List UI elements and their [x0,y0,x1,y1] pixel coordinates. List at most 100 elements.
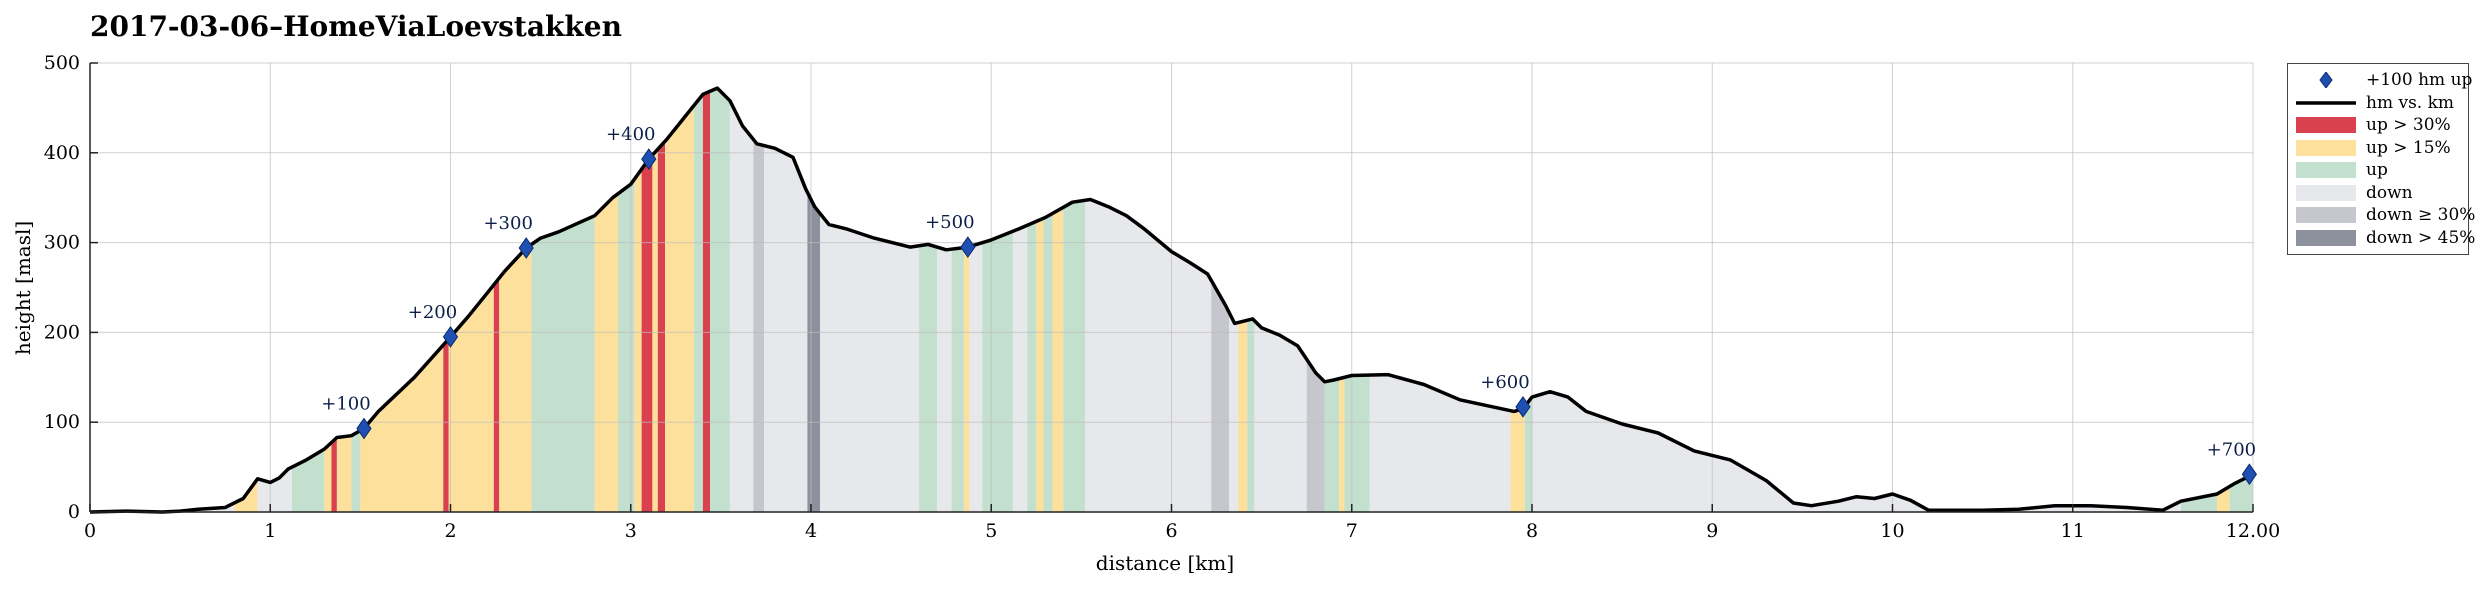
slope-band [641,155,653,512]
slope-band [1063,200,1085,513]
slope-band [919,244,938,512]
legend-label: down > 45% [2366,227,2476,248]
hm-marker [518,237,534,259]
x-tick-label: 2 [444,520,456,542]
legend-entry: up > 15% [2288,137,2468,159]
elevation-line [89,86,2254,514]
slope-band [1043,213,1053,512]
legend-label: up > 15% [2366,137,2451,158]
legend-label: hm vs. km [2366,92,2455,113]
slope-band [753,139,765,513]
hm-marker [2241,463,2258,486]
slope-band [351,430,361,512]
legend-symbol [2296,71,2356,89]
slope-band [1324,378,1340,512]
slope-band [693,94,703,513]
legend-label: down ≥ 30% [2366,205,2476,225]
x-tick-label: 0 [84,520,96,542]
legend-symbol [2296,162,2356,178]
x-tick-label: 6 [1165,520,1177,542]
y-axis-label: height [masl] [11,221,35,355]
slope-band [618,179,635,512]
slope-band [652,149,658,512]
legend-label: up [2366,160,2388,180]
slope-band [499,244,532,513]
slope-band [1510,406,1525,512]
slope-band [1238,320,1248,512]
slope-band [1532,391,2181,512]
hm-marker [442,326,459,348]
slope-band [1012,225,1028,512]
slope-band [331,437,337,512]
chart-title: 2017-03-06–HomeViaLoevstakken [90,10,622,43]
slope-band [594,193,619,512]
slope-band [1085,199,1212,512]
legend-entry: down ≥ 30% [2288,204,2475,226]
hm-marker-label: +500 [925,212,974,233]
legend-entry: up [2288,159,2468,181]
slope-band [257,467,292,512]
slope-band [820,213,920,512]
legend-label: down [2366,182,2413,203]
hm-marker-label: +300 [483,213,532,234]
x-tick-label: 11 [2061,520,2085,542]
x-axis-label: distance [km] [1096,551,1234,575]
slope-band [937,247,952,512]
slope-band [1369,374,1511,512]
slope-band [1247,318,1255,512]
slope-band [324,442,332,512]
y-tick-label: 100 [44,411,80,433]
legend-entry: hm vs. km [2288,92,2468,114]
x-tick-label: 3 [625,520,637,542]
slope-band [1052,207,1064,513]
x-tick-label: 5 [985,520,997,542]
slope-band [969,242,983,512]
slope-band [336,435,352,512]
y-tick-label: 0 [68,501,80,523]
slope-band [729,100,754,512]
x-tick-label: 8 [1526,520,1538,542]
slope-band [665,105,694,512]
slope-band [1339,377,1345,512]
legend-label: up > 30% [2366,115,2451,135]
hm-marker [1515,396,1531,418]
slope-band [710,88,730,512]
legend-symbol [2296,184,2356,201]
hm-marker [356,417,372,440]
x-tick-label: 4 [805,520,817,542]
legend-label: +100 hm up [2366,70,2473,90]
slope-band [1229,312,1239,512]
x-tick-label: 9 [1706,520,1718,542]
y-tick-label: 200 [44,321,80,343]
slope-band [1027,221,1037,513]
slope-band [764,145,808,512]
hm-marker [960,236,976,258]
legend-entry: down > 45% [2288,227,2475,249]
slope-band [1254,320,1307,512]
elevation-series [89,86,2254,514]
hm-marker-label: +200 [408,302,457,323]
x-tick-label: 12.00 [2226,520,2280,542]
legend-symbol [2296,139,2356,156]
slope-band [443,338,449,512]
legend-entry: up > 30% [2288,114,2468,136]
legend: +100 hm up hm vs. km up > 30% up > 15% up dow… [2287,63,2475,255]
slope-band [448,284,494,512]
legend-symbol [2296,95,2356,111]
slope-band [807,192,820,513]
slope-band [493,278,500,512]
slope-band [2180,494,2217,512]
axes: 0 1 2 3 4 5 6 7 8 9 10 11 12.00 0 100 200 300 400 500 [44,52,2280,542]
y-tick-label: 300 [44,232,80,254]
slope-band [1306,359,1325,512]
legend-symbol [2296,229,2356,246]
legend-symbol [2296,117,2356,133]
slope-band [1036,218,1044,512]
slope-band [634,169,642,512]
hm-markers: +100 +200 +300 +400 +500 +600 +700 [321,124,2258,486]
y-tick-label: 500 [44,52,80,74]
slope-band [1344,375,1370,512]
slope-band [702,91,711,513]
slope-bands [90,88,2253,513]
